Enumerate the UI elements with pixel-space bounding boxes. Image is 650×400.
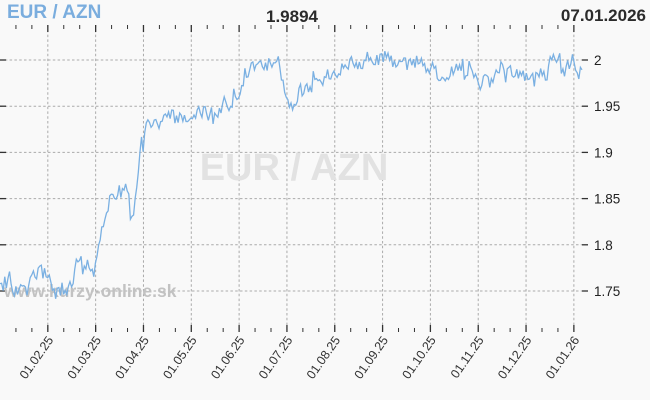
svg-text:01.05.25: 01.05.25 [160,334,199,382]
svg-text:01.06.25: 01.06.25 [208,334,247,382]
svg-text:01.04.25: 01.04.25 [113,334,152,382]
svg-text:01.02.25: 01.02.25 [17,334,56,382]
svg-text:01.12.25: 01.12.25 [495,334,534,382]
svg-text:01.01.26: 01.01.26 [543,334,582,382]
svg-text:01.11.25: 01.11.25 [448,334,487,381]
svg-text:1.8: 1.8 [594,238,613,253]
svg-text:1.9: 1.9 [594,145,613,160]
svg-text:01.03.25: 01.03.25 [65,334,104,382]
svg-text:1.75: 1.75 [594,284,620,299]
svg-text:01.08.25: 01.08.25 [304,334,343,382]
svg-text:1.95: 1.95 [594,99,620,114]
svg-text:1.85: 1.85 [594,192,620,207]
svg-text:01.10.25: 01.10.25 [399,334,438,382]
svg-text:01.09.25: 01.09.25 [352,334,391,382]
svg-text:2: 2 [594,53,602,68]
svg-text:EUR / AZN: EUR / AZN [200,147,389,189]
svg-text:01.07.25: 01.07.25 [256,334,295,382]
